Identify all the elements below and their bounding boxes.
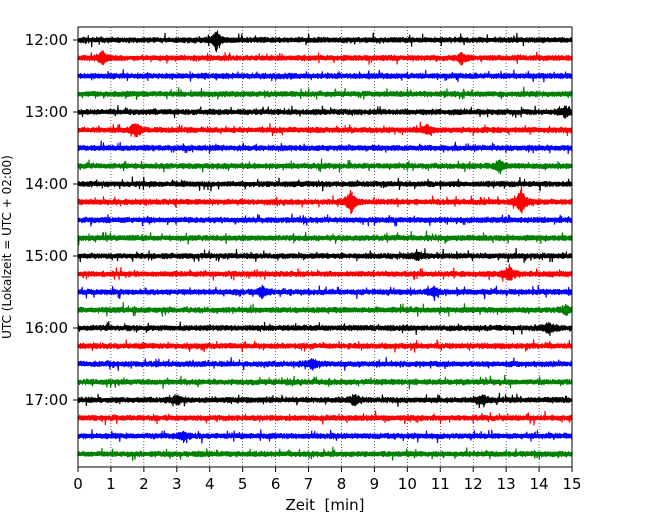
x-axis-label: Zeit [min] (285, 496, 364, 514)
seismogram-traces (77, 30, 573, 462)
y-tick-label-1600: 16:00 (25, 319, 68, 337)
trace-1315 (77, 140, 573, 155)
axes: 0 1 2 3 4 5 6 7 8 9 10 11 12 13 14 1512:0013:0014:0015:… (25, 31, 582, 493)
trace-1515 (77, 284, 573, 302)
x-tick-label-8: 8 (337, 475, 347, 493)
trace-1230 (77, 86, 573, 101)
trace-1645 (77, 392, 573, 409)
trace-1730 (77, 446, 573, 462)
trace-1700 (77, 410, 573, 426)
x-tick-label-0: 0 (73, 475, 83, 493)
trace-1330 (77, 158, 573, 175)
x-tick-label-3: 3 (172, 475, 182, 493)
trace-1300 (77, 121, 573, 138)
trace-1215 (77, 69, 573, 83)
x-tick-label-4: 4 (205, 475, 215, 493)
trace-1345 (77, 176, 573, 192)
x-tick-label-5: 5 (238, 475, 248, 493)
x-tick-label-10: 10 (398, 475, 417, 493)
x-tick-label-15: 15 (562, 475, 581, 493)
plot-frame (77, 26, 573, 468)
trace-1430 (77, 230, 573, 246)
y-tick-label-1300: 13:00 (25, 103, 68, 121)
x-tick-label-6: 6 (271, 475, 281, 493)
x-tick-label-14: 14 (530, 475, 549, 493)
y-tick-label-1200: 12:00 (25, 31, 68, 49)
trace-1530 (77, 301, 573, 317)
trace-1145 (77, 30, 573, 53)
trace-1600 (77, 339, 573, 353)
x-tick-label-13: 13 (497, 475, 516, 493)
y-tick-label-1500: 15:00 (25, 247, 68, 265)
x-tick-label-1: 1 (106, 475, 116, 493)
y-axis-label: UTC (Lokalzeit = UTC + 02:00) (0, 155, 14, 339)
y-tick-label-1700: 17:00 (25, 391, 68, 409)
trace-1545 (77, 321, 573, 337)
x-tick-label-9: 9 (370, 475, 380, 493)
trace-1500 (77, 263, 573, 282)
trace-1200 (77, 50, 573, 66)
trace-1400 (77, 185, 573, 214)
trace-1245 (77, 105, 573, 119)
trace-1445 (77, 247, 573, 264)
vertical-grid (110, 27, 540, 467)
x-tick-label-7: 7 (304, 475, 314, 493)
x-tick-label-2: 2 (139, 475, 149, 493)
trace-1415 (77, 213, 573, 227)
x-tick-label-11: 11 (431, 475, 450, 493)
trace-1615 (77, 356, 573, 372)
trace-1715 (77, 429, 573, 444)
trace-1630 (77, 374, 573, 390)
y-tick-label-1400: 14:00 (25, 175, 68, 193)
x-tick-label-12: 12 (464, 475, 483, 493)
